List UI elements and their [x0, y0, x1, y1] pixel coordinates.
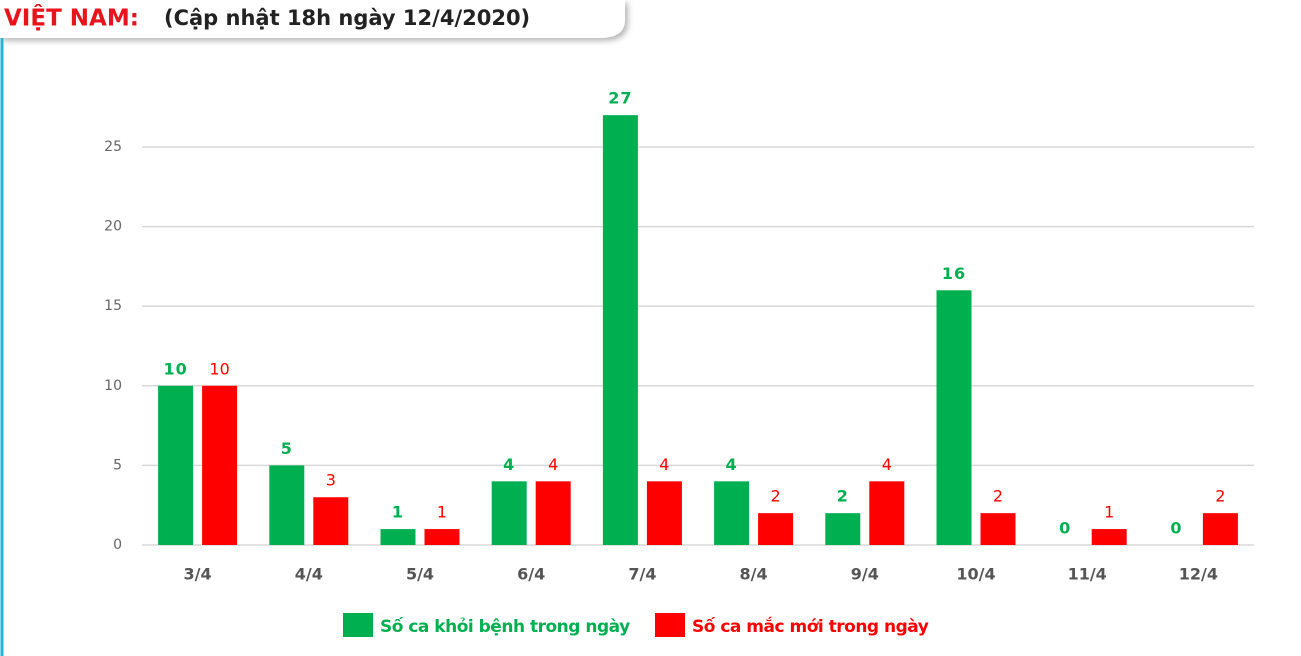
value-label: 4 — [548, 455, 558, 474]
chart-subtitle: (Cập nhật 18h ngày 12/4/2020) — [164, 6, 530, 30]
y-tick-label: 0 — [113, 537, 122, 553]
x-tick-label: 9/4 — [851, 565, 879, 584]
y-tick-label: 10 — [104, 378, 122, 394]
legend-label: Số ca khỏi bệnh trong ngày — [380, 616, 630, 637]
value-label: 4 — [503, 455, 515, 474]
x-tick-label: 4/4 — [295, 565, 323, 584]
x-tick-label: 7/4 — [628, 565, 656, 584]
x-tick-label: 5/4 — [406, 565, 434, 584]
y-tick-label: 5 — [113, 457, 122, 473]
value-label: 10 — [163, 359, 187, 378]
bar — [714, 481, 750, 545]
x-tick-label: 8/4 — [740, 565, 768, 584]
legend-swatch — [343, 613, 373, 637]
x-tick-label: 3/4 — [184, 565, 212, 584]
bar — [758, 513, 794, 545]
value-label: 4 — [659, 455, 669, 474]
bar — [202, 385, 238, 545]
bar — [269, 465, 305, 545]
value-label: 1 — [392, 503, 404, 522]
bar — [158, 385, 194, 545]
x-tick-label: 10/4 — [956, 565, 995, 584]
bar — [535, 481, 571, 545]
y-tick-label: 25 — [104, 139, 122, 155]
value-label: 2 — [1215, 487, 1225, 506]
value-label: 1 — [437, 503, 447, 522]
title-tab — [0, 0, 625, 38]
value-label: 10 — [209, 359, 229, 378]
value-label: 27 — [608, 89, 632, 108]
bar — [980, 513, 1016, 545]
bar — [491, 481, 527, 545]
bar — [936, 290, 972, 545]
value-label: 5 — [281, 439, 293, 458]
bar — [424, 529, 460, 545]
bar — [1091, 529, 1127, 545]
value-label: 0 — [1170, 519, 1182, 538]
value-label: 1 — [1104, 503, 1114, 522]
bar — [1202, 513, 1238, 545]
y-tick-label: 20 — [104, 219, 122, 235]
bar — [313, 497, 349, 545]
bar — [602, 115, 638, 545]
bar — [646, 481, 682, 545]
y-tick-label: 15 — [104, 298, 122, 314]
value-label: 3 — [326, 471, 336, 490]
bar — [869, 481, 905, 545]
value-label: 2 — [993, 487, 1003, 506]
bar — [825, 513, 861, 545]
x-tick-label: 12/4 — [1179, 565, 1218, 584]
value-label: 0 — [1059, 519, 1071, 538]
x-tick-label: 11/4 — [1068, 565, 1107, 584]
legend-swatch — [655, 613, 685, 637]
x-tick-label: 6/4 — [517, 565, 545, 584]
value-label: 2 — [771, 487, 781, 506]
bar — [380, 529, 416, 545]
value-label: 2 — [837, 487, 849, 506]
legend-label: Số ca mắc mới trong ngày — [692, 616, 929, 637]
value-label: 4 — [726, 455, 738, 474]
value-label: 4 — [882, 455, 892, 474]
value-label: 16 — [942, 264, 966, 283]
chart-title: VIỆT NAM: — [4, 4, 139, 32]
